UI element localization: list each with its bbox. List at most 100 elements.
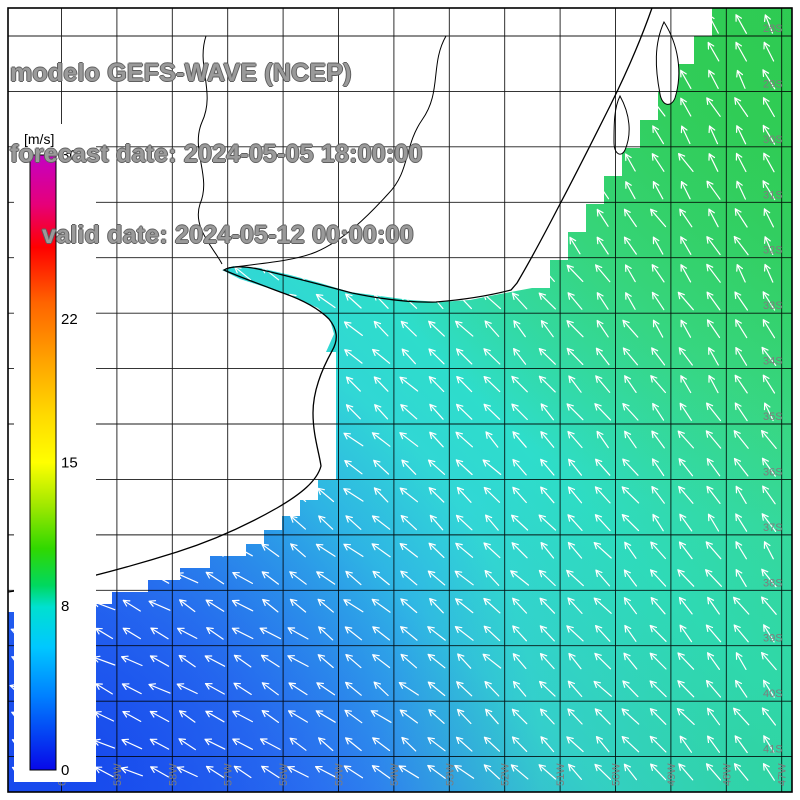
wind-arrow	[455, 736, 473, 752]
wind-arrow	[287, 766, 309, 778]
wind-arrow	[538, 375, 556, 393]
wind-arrow	[677, 652, 695, 670]
wind-arrow	[343, 543, 364, 557]
wind-arrow	[513, 348, 527, 365]
wind-arrow	[345, 376, 361, 392]
wind-arrow	[399, 487, 418, 503]
wind-arrow	[454, 764, 475, 779]
wind-arrow	[707, 735, 720, 753]
wind-arrow	[204, 683, 225, 695]
wind-arrow	[427, 681, 446, 697]
wind-arrow	[95, 683, 113, 695]
wind-arrow	[594, 763, 611, 780]
wind-arrow	[149, 710, 170, 723]
wind-arrow	[401, 736, 417, 752]
wind-arrow	[454, 626, 474, 641]
wind-arrow	[512, 653, 527, 670]
wind-arrow	[652, 125, 664, 145]
wind-arrow	[318, 515, 334, 530]
wind-arrow	[427, 653, 446, 669]
wind-arrow	[289, 571, 307, 585]
lon-label: 53W	[444, 763, 456, 786]
wind-arrow	[596, 430, 609, 449]
wind-arrow	[624, 375, 637, 393]
wind-arrow	[736, 125, 747, 145]
wind-arrow	[483, 403, 501, 420]
wind-arrow	[372, 570, 390, 586]
wind-arrow	[623, 597, 637, 615]
wind-arrow	[625, 292, 636, 310]
lon-label: 57W	[223, 763, 235, 786]
wind-arrow	[205, 710, 225, 723]
lon-label: 47W	[777, 763, 789, 786]
wind-arrow	[763, 41, 775, 62]
wind-arrow	[595, 625, 611, 642]
wind-arrow	[652, 181, 664, 200]
wind-arrow	[149, 738, 170, 750]
wind-arrow	[343, 599, 364, 613]
wind-arrow	[706, 402, 721, 422]
wind-arrow	[483, 348, 501, 365]
wind-arrow	[566, 625, 584, 642]
river-parana	[197, 35, 223, 265]
wind-arrow	[706, 707, 721, 726]
wind-arrow	[427, 737, 446, 752]
wind-arrow	[121, 683, 142, 695]
wind-arrow	[735, 152, 747, 173]
wind-arrow	[512, 597, 528, 614]
wind-arrow	[261, 571, 279, 585]
model-title: modelo GEFS-WAVE (NCEP)	[10, 59, 352, 87]
river-uruguay	[227, 35, 447, 269]
map-frame	[7, 7, 793, 793]
wind-arrow	[484, 570, 500, 586]
wind-arrow	[650, 763, 667, 781]
wind-arrow	[400, 404, 418, 420]
wind-arrow	[372, 626, 390, 641]
wind-arrow	[705, 569, 722, 587]
wind-arrow	[120, 766, 143, 777]
wind-arrow	[677, 291, 694, 311]
lat-label: 29S	[763, 78, 783, 90]
wind-arrow	[510, 570, 530, 586]
colorbar-gradient-bar	[29, 154, 57, 771]
wind-arrow	[736, 69, 746, 89]
wind-arrow	[621, 514, 640, 532]
wind-arrow	[706, 263, 721, 283]
wind-arrow	[623, 236, 637, 255]
forecast-date: forecast date: 2024-05-05 18:00:00	[10, 140, 423, 168]
wind-arrow	[680, 236, 692, 255]
wind-arrow	[455, 514, 473, 531]
wind-arrow	[708, 69, 719, 89]
lagoon-outline-small	[613, 94, 630, 155]
wind-arrow	[761, 596, 777, 615]
wind-arrow	[733, 430, 749, 449]
wind-arrow	[708, 208, 719, 228]
wind-arrow	[676, 708, 695, 725]
wind-arrow	[345, 654, 362, 669]
wind-arrow	[736, 180, 746, 200]
wind-arrow	[343, 321, 363, 336]
colorbar-tick-label: 8	[61, 598, 69, 615]
wind-arrow	[624, 541, 637, 559]
wind-arrow	[763, 679, 775, 698]
wind-arrow	[735, 319, 748, 339]
lon-label: 54W	[389, 763, 401, 786]
wind-arrow	[371, 432, 391, 447]
wind-arrow	[398, 682, 419, 696]
wind-arrow	[483, 542, 501, 559]
lon-label: 56W	[278, 763, 290, 786]
wind-arrow	[178, 710, 196, 723]
wind-arrow	[455, 459, 473, 476]
wind-arrow	[373, 487, 389, 503]
wind-arrow	[427, 570, 446, 586]
wind-arrow	[677, 569, 695, 587]
wind-arrow	[204, 655, 226, 667]
wind-arrow	[678, 153, 694, 172]
wind-arrow	[652, 236, 664, 255]
wind-arrow	[735, 569, 747, 587]
wind-arrow	[621, 708, 640, 725]
wind-arrow	[539, 653, 555, 670]
wind-arrow	[593, 597, 612, 614]
wind-arrow	[705, 680, 722, 698]
wind-arrow	[622, 347, 638, 366]
